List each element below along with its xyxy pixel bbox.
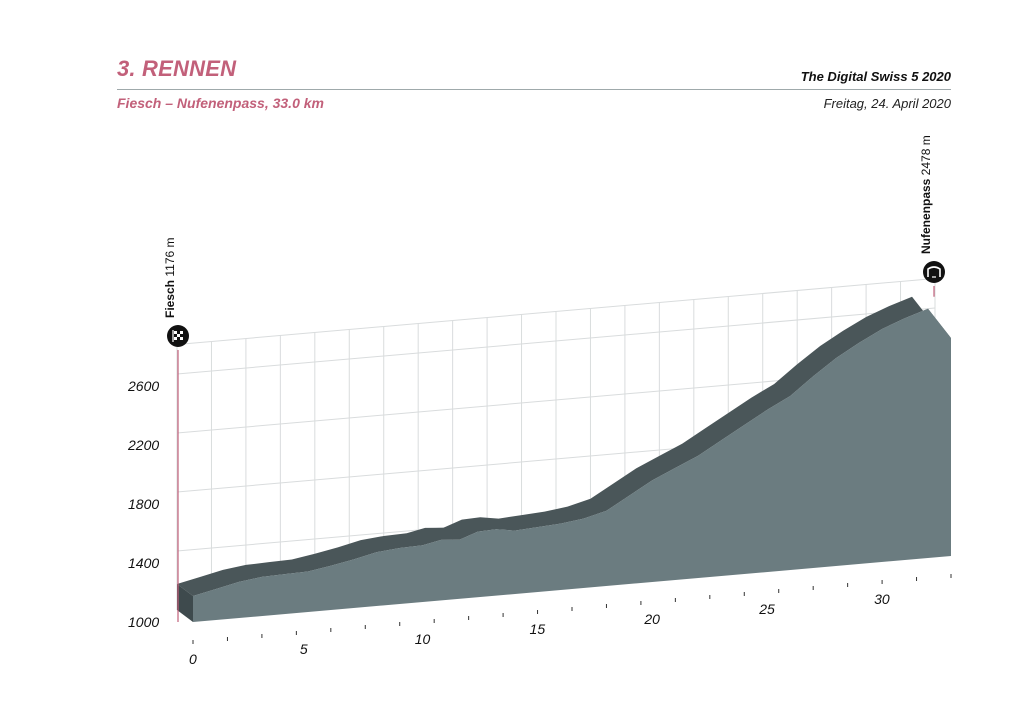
event-name: The Digital Swiss 5 2020 (800, 69, 951, 84)
x-tick-label: 0 (189, 651, 197, 667)
stage-route: Fiesch – Nufenenpass, 33.0 km (117, 95, 324, 111)
chart-axes: 1000 1400 1800 2200 2600 0 5 10 15 20 25 30 (127, 378, 952, 667)
profile-top-surface (177, 296, 951, 597)
y-tick-label: 1800 (128, 496, 159, 512)
profile-surface (177, 296, 951, 622)
waypoints: Fiesch 1176 m Nufenenpass 2478 m (163, 135, 945, 622)
profile-side-face (177, 584, 193, 622)
y-tick-label: 2200 (127, 437, 159, 453)
checkered-flag-icon (167, 325, 189, 347)
y-tick-label: 2600 (127, 378, 159, 394)
x-tick-label: 15 (530, 621, 546, 637)
y-tick-label: 1000 (128, 614, 159, 630)
grid-line-horizontal (176, 278, 936, 345)
x-tick-label: 25 (758, 601, 775, 617)
x-tick-label: 10 (415, 631, 431, 647)
stage-title: 3. RENNEN (117, 56, 237, 81)
waypoint-label: Fiesch 1176 m (163, 238, 177, 319)
x-tick-label: 5 (300, 641, 308, 657)
x-tick-label: 20 (643, 611, 660, 627)
x-tick-label: 30 (874, 591, 890, 607)
mountain-pass-icon (923, 261, 945, 283)
grid-line-horizontal (176, 307, 936, 375)
y-tick-label: 1400 (128, 555, 159, 571)
stage-date: Freitag, 24. April 2020 (823, 96, 951, 111)
header-divider (117, 89, 951, 90)
profile-front-face (193, 308, 951, 622)
waypoint-label: Nufenenpass 2478 m (919, 135, 933, 254)
